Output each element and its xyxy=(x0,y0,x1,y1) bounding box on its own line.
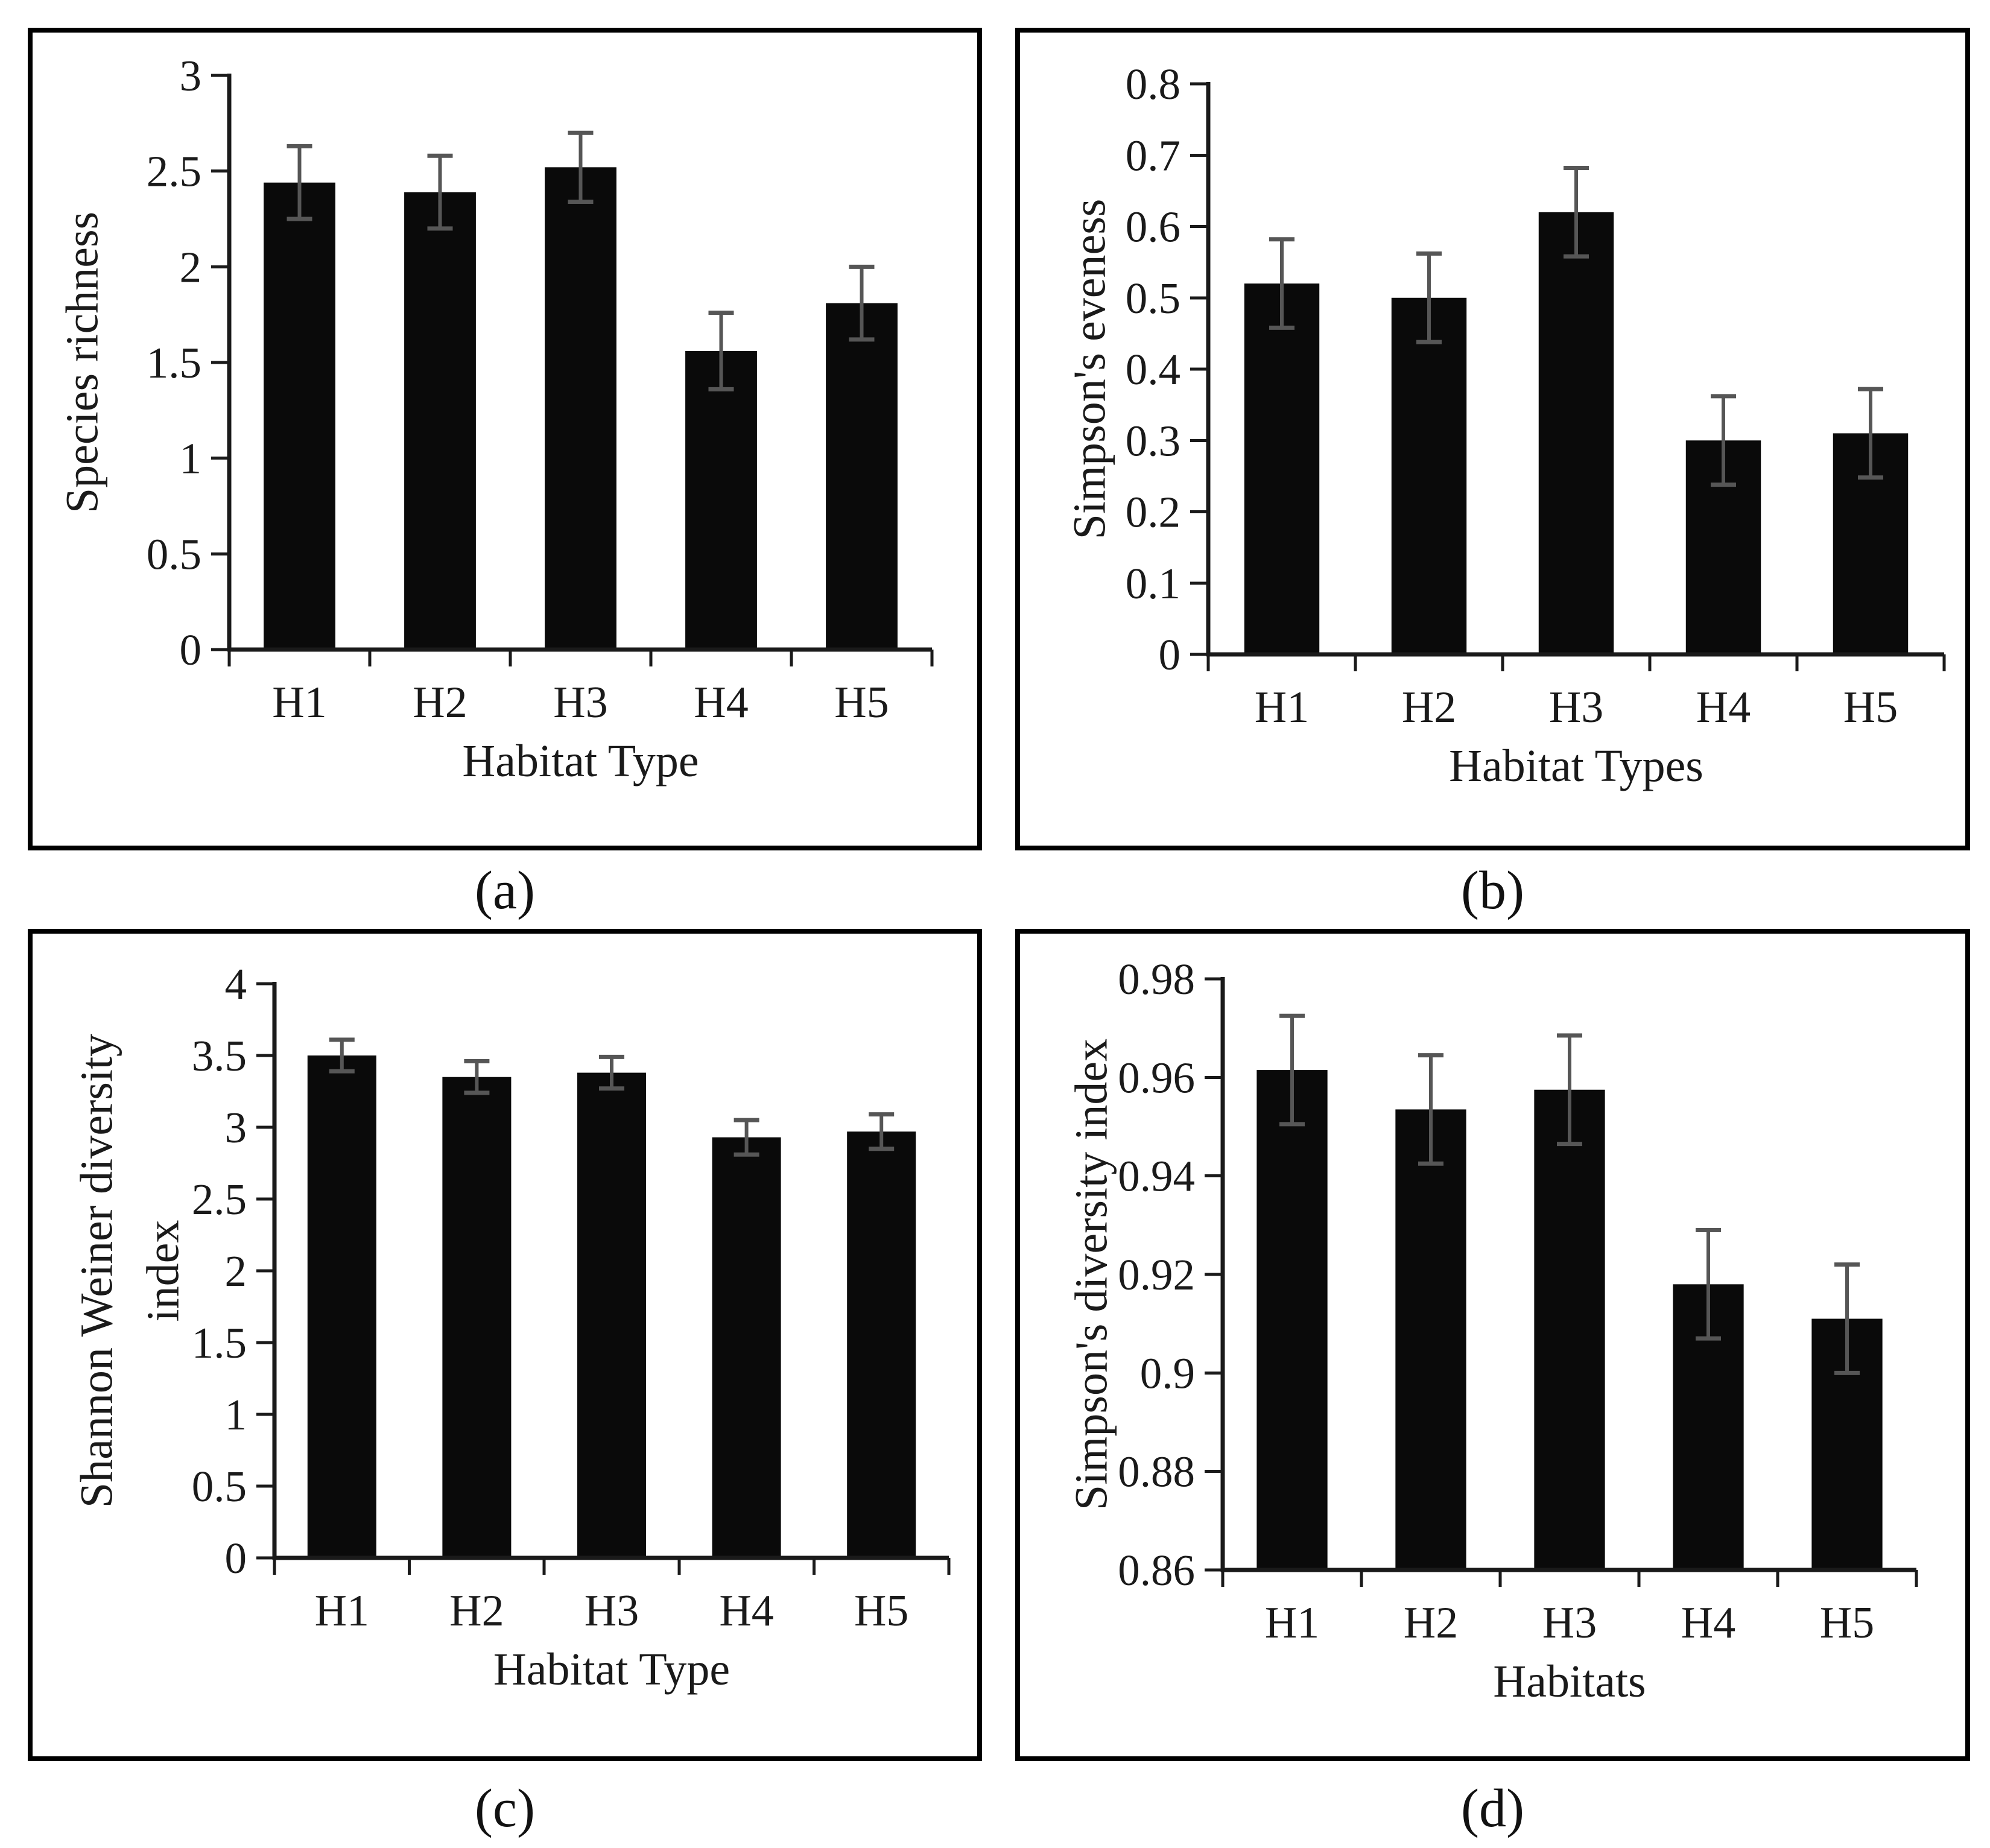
bar-H2 xyxy=(404,192,476,650)
y-tick-label: 0.96 xyxy=(1118,1053,1195,1102)
bar-chart-shannon-weiner: 0 0.5 1 1.5 2 2.5 3 3.5 4 H1 H2 H3 H4 H5 Habitat Type S… xyxy=(72,960,951,1695)
y-axis-title: Simpson's diversity index xyxy=(1066,1039,1117,1510)
y-tick-label: 0.7 xyxy=(1126,131,1180,180)
x-category-label: H2 xyxy=(1404,1598,1458,1648)
y-axis-title-line-1: Shannon Weiner diversity xyxy=(72,1034,122,1508)
x-category-label: H5 xyxy=(854,1586,908,1636)
caption-d: (d) xyxy=(1461,1779,1524,1838)
y-tick-label: 0.86 xyxy=(1118,1546,1195,1595)
caption-a: (a) xyxy=(475,861,535,920)
x-category-label: H5 xyxy=(1820,1598,1874,1648)
bar-H4 xyxy=(685,350,757,650)
y-tick-label: 0.5 xyxy=(147,530,201,578)
x-category-label: H2 xyxy=(413,678,467,727)
panel-b-simpsons-evenness: 0 0.1 0.2 0.3 0.4 0.5 0.6 0.7 0.8 H1 H2 H3 H4 H5 Habit… xyxy=(1015,28,1970,850)
y-tick-label: 0.2 xyxy=(1126,488,1180,537)
bar-H3 xyxy=(577,1072,647,1558)
bar-H1 xyxy=(264,182,335,650)
y-tick-label: 2.5 xyxy=(192,1175,247,1224)
panel-c-shannon-weiner: 0 0.5 1 1.5 2 2.5 3 3.5 4 H1 H2 H3 H4 H5 Habitat Type S… xyxy=(28,929,982,1761)
y-tick-label: 0.8 xyxy=(1126,60,1180,109)
y-tick-label: 0.5 xyxy=(192,1462,247,1511)
x-category-label: H1 xyxy=(1265,1598,1319,1648)
y-tick-label: 0.98 xyxy=(1118,955,1195,1004)
bar-chart-species-richness: 0 0.5 1 1.5 2 2.5 3 H1 H2 H3 H4 H5 Habitat Type Speci… xyxy=(57,51,934,786)
panel-a-species-richness: 0 0.5 1 1.5 2 2.5 3 H1 H2 H3 H4 H5 Habitat Type Speci… xyxy=(28,28,982,850)
bar-H5 xyxy=(826,303,898,650)
bar-H2 xyxy=(1395,1109,1466,1570)
y-tick-label: 2 xyxy=(225,1247,247,1296)
y-tick-label: 3 xyxy=(180,51,202,100)
y-tick-label: 3 xyxy=(225,1103,247,1152)
y-tick-label: 0.5 xyxy=(1126,274,1180,323)
x-category-label: H3 xyxy=(1549,683,1603,732)
x-axis-title: Habitat Type xyxy=(493,1644,730,1695)
y-tick-label: 2.5 xyxy=(147,147,201,196)
y-axis-title: Simpson's eveness xyxy=(1065,199,1115,540)
bar-H1 xyxy=(1244,283,1320,655)
x-category-label: H2 xyxy=(1402,683,1456,732)
y-tick-label: 1 xyxy=(180,434,202,483)
bar-H3 xyxy=(1538,212,1614,655)
y-tick-label: 2 xyxy=(180,242,202,291)
y-tick-label: 0.6 xyxy=(1126,203,1180,252)
y-tick-label: 1.5 xyxy=(147,338,201,387)
caption-c: (c) xyxy=(475,1779,535,1838)
x-category-label: H3 xyxy=(553,678,607,727)
y-tick-label: 0 xyxy=(225,1534,247,1583)
bar-H3 xyxy=(1534,1089,1605,1570)
x-axis-title: Habitats xyxy=(1493,1656,1646,1707)
y-tick-label: 0 xyxy=(180,625,202,674)
panel-d-simpsons-diversity: 0.86 0.88 0.9 0.92 0.94 0.96 0.98 H1 H2 H3 H4 H5 Hab… xyxy=(1015,929,1970,1761)
y-axis-title: Species richness xyxy=(57,212,108,513)
x-category-label: H2 xyxy=(449,1586,504,1636)
x-category-label: H4 xyxy=(1681,1598,1735,1648)
caption-b: (b) xyxy=(1461,861,1524,920)
y-axis-title-line-2: index xyxy=(138,1220,189,1322)
bar-chart-simpsons-evenness: 0 0.1 0.2 0.3 0.4 0.5 0.6 0.7 0.8 H1 H2 H3 H4 H5 Habit… xyxy=(1065,60,1946,791)
y-tick-label: 3.5 xyxy=(192,1031,247,1080)
y-tick-label: 4 xyxy=(225,960,247,1008)
x-category-label: H4 xyxy=(719,1586,773,1636)
bar-H5 xyxy=(847,1131,916,1558)
x-category-label: H5 xyxy=(1843,683,1898,732)
bar-H1 xyxy=(1256,1070,1328,1570)
bar-H2 xyxy=(442,1077,512,1558)
bar-H3 xyxy=(545,167,616,650)
x-axis-title: Habitat Types xyxy=(1449,741,1703,791)
x-category-label: H5 xyxy=(834,678,889,727)
x-axis-title: Habitat Type xyxy=(462,736,699,786)
y-tick-label: 0.94 xyxy=(1118,1152,1195,1201)
bar-H4 xyxy=(712,1137,781,1558)
y-tick-label: 0.1 xyxy=(1126,559,1180,608)
y-tick-label: 0.9 xyxy=(1140,1349,1195,1397)
y-tick-label: 0.3 xyxy=(1126,416,1180,465)
y-tick-label: 0 xyxy=(1159,630,1181,679)
bar-H2 xyxy=(1391,297,1467,654)
x-category-label: H3 xyxy=(1542,1598,1597,1648)
y-tick-label: 1.5 xyxy=(192,1318,247,1367)
x-category-label: H3 xyxy=(585,1586,639,1636)
x-category-label: H1 xyxy=(1255,683,1309,732)
bar-chart-simpsons-diversity: 0.86 0.88 0.9 0.92 0.94 0.96 0.98 H1 H2 H3 H4 H5 Hab… xyxy=(1066,955,1918,1707)
x-category-label: H1 xyxy=(272,678,326,727)
y-tick-label: 0.92 xyxy=(1118,1250,1195,1299)
y-tick-label: 0.88 xyxy=(1118,1448,1195,1496)
x-category-label: H1 xyxy=(315,1586,369,1636)
y-tick-label: 1 xyxy=(225,1390,247,1439)
x-category-label: H4 xyxy=(1696,683,1751,732)
x-category-label: H4 xyxy=(694,678,748,727)
bar-H1 xyxy=(307,1055,376,1558)
y-tick-label: 0.4 xyxy=(1126,345,1180,394)
